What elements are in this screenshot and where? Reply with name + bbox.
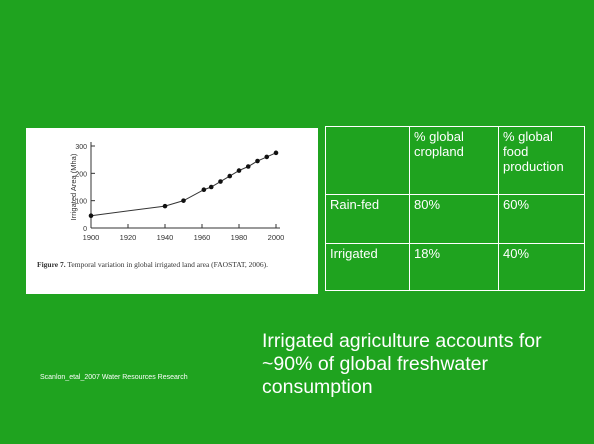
data-point: [227, 173, 233, 179]
data-point: [218, 179, 223, 184]
series-line: [90, 152, 277, 217]
figure-caption: Figure 7. Temporal variation in global i…: [37, 260, 312, 269]
slide-statement: Irrigated agriculture accounts for ~90% …: [262, 330, 542, 398]
data-point: [255, 158, 260, 164]
data-point: [181, 198, 186, 203]
x-tick-label: 2000: [268, 233, 285, 242]
data-point: [245, 164, 251, 169]
table-cell: Rain-fed: [325, 194, 410, 244]
data-point: [236, 168, 242, 173]
table-cell: 80%: [409, 194, 499, 244]
figure-panel: 0 100 200 300 1900 1920 1940 1960 1980 2000 Irriga…: [26, 128, 318, 294]
table-header-row: % global cropland % global food producti…: [325, 126, 585, 195]
data-point: [88, 213, 94, 218]
table-cell: 40%: [498, 243, 585, 291]
table-cell: 18%: [409, 243, 499, 291]
y-tick-label: 0: [83, 226, 87, 233]
x-tick-label: 1940: [157, 233, 174, 242]
data-point: [273, 150, 279, 156]
table-row: Irrigated 18% 40%: [325, 243, 585, 291]
data-point: [201, 187, 207, 193]
data-point: [162, 203, 168, 209]
y-tick-label: 100: [75, 199, 87, 206]
x-tick-label: 1960: [194, 233, 211, 242]
y-tick-label: 200: [75, 171, 87, 178]
x-tick-label: 1920: [120, 233, 137, 242]
table-header-cell: % global cropland: [409, 126, 499, 195]
figure-caption-text: Temporal variation in global irrigated l…: [67, 260, 268, 269]
data-point: [264, 154, 270, 160]
citation-text: Scanlon_etal_2007 Water Resources Resear…: [40, 374, 188, 381]
x-tick-label: 1980: [231, 233, 248, 242]
table-header-cell: % global food production: [498, 126, 585, 195]
table-cell: Irrigated: [325, 243, 410, 291]
irrigation-table: % global cropland % global food producti…: [325, 126, 585, 291]
table-cell: 60%: [498, 194, 585, 244]
table-row: Rain-fed 80% 60%: [325, 194, 585, 244]
table-header-cell: [325, 126, 410, 195]
irrigated-area-chart: 0 100 200 300 1900 1920 1940 1960 1980 2000 Irriga…: [69, 142, 285, 242]
y-axis-label: Irrigated Area (Mha): [69, 153, 78, 220]
y-tick-label: 300: [75, 144, 87, 151]
figure-caption-label: Figure 7.: [37, 260, 66, 269]
x-tick-label: 1900: [83, 233, 100, 242]
data-point: [208, 184, 214, 190]
